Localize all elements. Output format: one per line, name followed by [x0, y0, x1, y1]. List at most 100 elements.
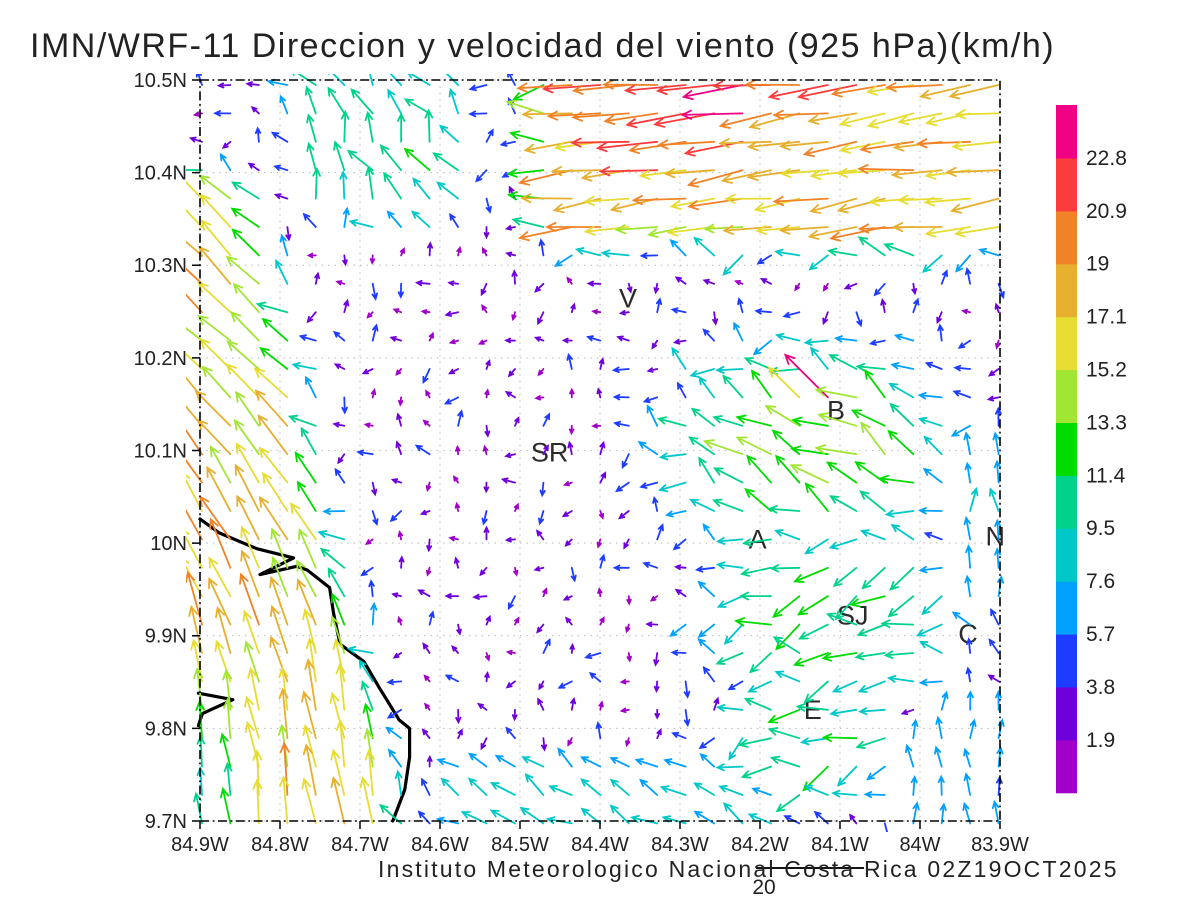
- wind-arrow: [278, 666, 289, 711]
- wind-arrow: [586, 335, 602, 342]
- wind-arrow: [397, 615, 403, 626]
- wind-arrow: [186, 169, 203, 172]
- wind-arrow: [240, 525, 260, 569]
- wind-arrow: [339, 170, 348, 200]
- wind-arrow: [747, 813, 772, 825]
- wind-arrow: [300, 426, 317, 456]
- wind-arrow: [631, 195, 687, 206]
- wind-arrow: [386, 210, 402, 228]
- wind-arrow: [327, 86, 346, 115]
- wind-arrow: [723, 802, 744, 825]
- x-tick-label: 84.9W: [171, 834, 229, 856]
- wind-arrow: [749, 652, 772, 674]
- wind-arrow: [456, 623, 462, 636]
- wind-arrow: [987, 368, 1000, 377]
- wind-arrow: [455, 444, 461, 456]
- wind-arrow: [570, 566, 577, 583]
- wind-arrow: [500, 477, 516, 484]
- x-tick-label: 84.7W: [331, 834, 389, 856]
- wind-arrow: [196, 418, 232, 456]
- wind-arrow: [245, 81, 260, 88]
- wind-arrow: [513, 502, 519, 512]
- wind-arrow: [764, 404, 801, 427]
- wind-arrow: [889, 402, 915, 427]
- wind-arrow: [774, 670, 801, 683]
- wind-arrow: [642, 561, 659, 569]
- wind-arrow: [625, 737, 631, 748]
- wind-arrow: [698, 456, 715, 484]
- wind-arrow: [702, 278, 715, 285]
- wind-arrow: [900, 708, 915, 715]
- wind-arrow: [231, 228, 260, 257]
- wind-arrow: [962, 801, 971, 825]
- city-label-c: C: [958, 619, 978, 649]
- wind-arrow: [880, 619, 915, 629]
- wind-arrow: [795, 703, 829, 712]
- wind-arrow: [365, 165, 374, 200]
- wind-arrow: [703, 223, 744, 234]
- wind-arrow: [387, 748, 402, 768]
- wind-arrow: [481, 246, 488, 257]
- wind-arrow: [739, 591, 772, 601]
- wind-arrow: [734, 617, 772, 627]
- wind-arrow: [242, 609, 260, 654]
- wind-arrow: [671, 346, 687, 370]
- wind-arrow: [186, 327, 203, 342]
- wind-arrow: [449, 212, 459, 228]
- wind-arrow: [273, 164, 289, 172]
- wind-arrow: [371, 510, 379, 527]
- wind-arrow: [541, 83, 602, 94]
- wind-arrow: [298, 528, 317, 569]
- wind-arrow: [602, 79, 659, 90]
- wind-arrow: [718, 785, 744, 796]
- wind-arrow: [792, 652, 829, 667]
- color-scale-segment: [1056, 739, 1077, 794]
- wind-arrow: [225, 363, 260, 399]
- wind-arrow: [513, 566, 519, 577]
- wind-arrow: [370, 388, 377, 399]
- wind-arrow: [747, 680, 772, 693]
- wind-arrow: [767, 366, 801, 399]
- wind-arrow: [359, 776, 374, 825]
- wind-arrow: [538, 238, 545, 257]
- wind-arrow: [364, 748, 375, 796]
- wind-arrow: [235, 390, 260, 427]
- wind-arrow: [669, 238, 687, 257]
- wind-arrow: [537, 697, 545, 711]
- wind-arrow: [615, 481, 630, 493]
- wind-arrow: [918, 566, 943, 574]
- wind-arrow: [866, 765, 886, 781]
- wind-arrow: [859, 140, 915, 154]
- wind-arrow: [772, 636, 801, 654]
- wind-arrow: [772, 109, 829, 120]
- wind-arrow: [969, 486, 979, 512]
- wind-arrow: [782, 311, 801, 319]
- wind-arrow: [771, 595, 801, 618]
- wind-arrow: [302, 724, 317, 768]
- wind-arrow: [917, 392, 943, 400]
- wind-arrow: [186, 428, 203, 456]
- wind-arrow: [663, 758, 687, 768]
- wind-arrow: [699, 753, 715, 768]
- x-axis-labels: 84.9W 84.8W 84.7W 84.6W 84.5W 84.4W 84.3W 84.2W…: [171, 834, 1029, 856]
- wind-arrow: [796, 84, 858, 101]
- wind-arrow: [803, 680, 829, 704]
- wind-arrow: [656, 416, 687, 427]
- wind-arrow: [485, 358, 491, 370]
- page-number: 20: [752, 876, 776, 899]
- wind-arrow: [550, 166, 602, 177]
- wind-arrow: [744, 79, 801, 90]
- wind-arrow: [452, 475, 459, 484]
- wind-arrow: [269, 635, 289, 683]
- wind-arrow: [658, 452, 687, 461]
- color-scale-label: 22.8: [1086, 147, 1127, 170]
- wind-arrow: [964, 461, 972, 484]
- wind-arrow: [807, 112, 858, 125]
- wind-arrow: [505, 251, 516, 257]
- wind-arrow: [439, 124, 459, 143]
- wind-arrow: [774, 248, 801, 257]
- wind-arrow: [566, 276, 573, 285]
- wind-arrow: [444, 310, 459, 317]
- wind-arrow: [291, 362, 317, 370]
- wind-arrow: [390, 478, 402, 484]
